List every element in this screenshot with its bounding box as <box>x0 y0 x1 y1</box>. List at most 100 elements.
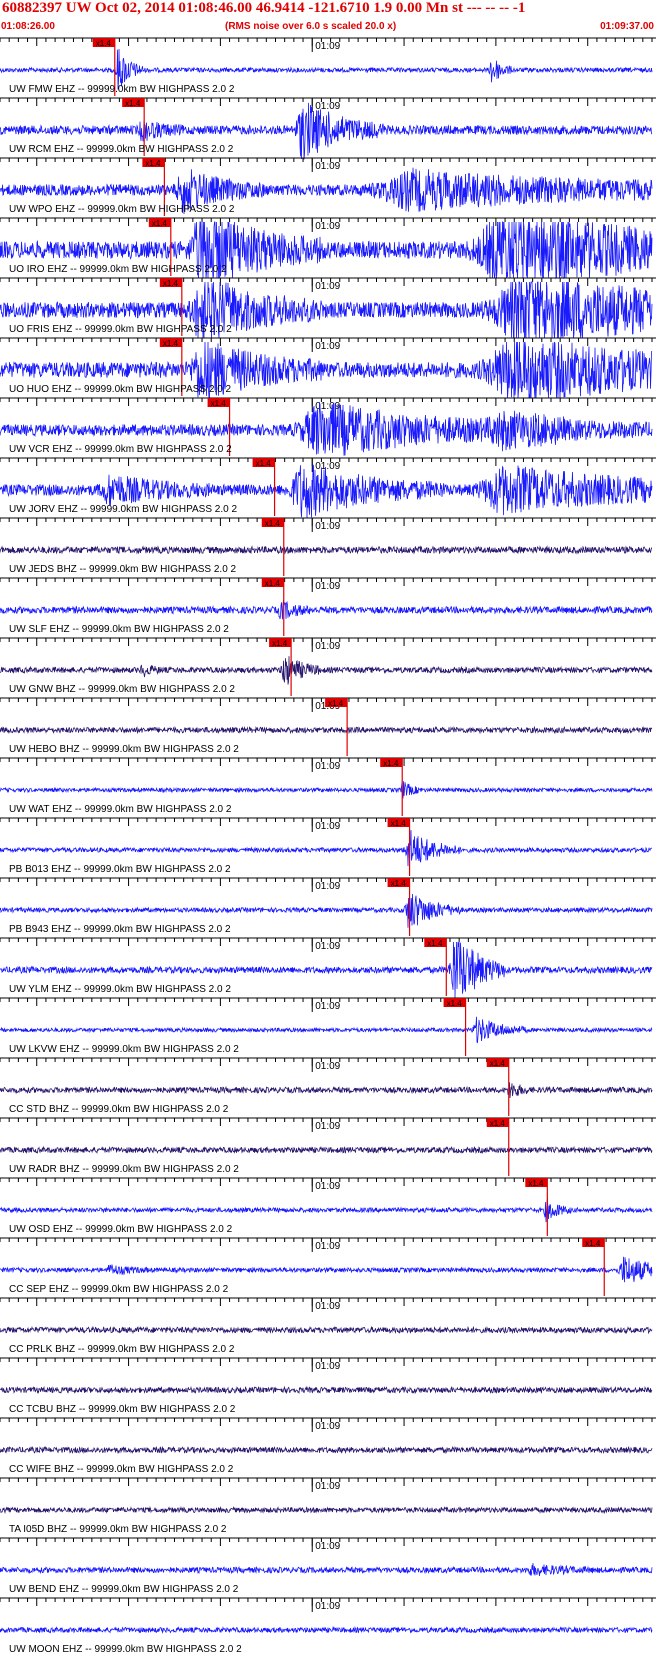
station-label: UW FMW EHZ -- 99999.0km BW HIGHPASS 2.0 … <box>9 84 235 95</box>
pick-flag <box>486 1118 509 1127</box>
station-label: PB B013 EHZ -- 99999.0km BW HIGHPASS 2.0… <box>9 864 231 875</box>
station-label: UO IRO EHZ -- 99999.0km BW HIGHPASS 2.0 … <box>9 264 227 275</box>
pick-flag <box>207 398 230 407</box>
pick-flag-label: x1.4 <box>528 1179 544 1188</box>
minute-tick-label: 01:09 <box>315 401 340 412</box>
pick-flag-label: x1.4 <box>96 39 112 48</box>
pick-flag <box>387 878 410 887</box>
station-label: UW RADR BHZ -- 99999.0km BW HIGHPASS 2.0… <box>9 1164 239 1175</box>
pick-flag <box>148 218 171 227</box>
waveform-trace <box>0 463 653 519</box>
pick-flag-label: x1.4 <box>265 579 281 588</box>
station-label: UW VCR EHZ -- 99999.0km BW HIGHPASS 2.0 … <box>9 444 232 455</box>
pick-flag <box>525 1178 548 1187</box>
minute-tick-label: 01:09 <box>315 1421 340 1432</box>
plot-title: 60882397 UW Oct 02, 2014 01:08:46.00 46.… <box>2 0 526 16</box>
trace-panel: 01:09 x1.4 UW OSD EHZ -- 99999.0km BW HIGH… <box>0 1177 656 1236</box>
waveform-trace <box>0 1445 653 1455</box>
pick-flag-label: x1.4 <box>585 1239 601 1248</box>
trace-panel: 01:09 x1.4 PB B943 EHZ -- 99999.0km BW HIG… <box>0 877 656 936</box>
trace-panel: 01:09 x1.4 UO IRO EHZ -- 99999.0km BW HIGH… <box>0 217 656 280</box>
trace-panel: 01:09 CC WIFE BHZ -- 99999.0km BW HIGHPAS… <box>0 1417 656 1475</box>
trace-panel: 01:09 x1.4 CC SEP EHZ -- 99999.0km BW HIGH… <box>0 1237 656 1296</box>
waveform-trace <box>0 102 653 160</box>
trace-panel: 01:09 x1.4 UW LKVW EHZ -- 99999.0km BW HIG… <box>0 997 656 1056</box>
station-label: TA I05D BHZ -- 99999.0km BW HIGHPASS 2.0… <box>9 1524 227 1535</box>
waveform-trace <box>0 1197 653 1223</box>
minute-tick-label: 01:09 <box>315 521 340 532</box>
scaling-note: (RMS noise over 6.0 s scaled 20.0 x) <box>225 21 397 32</box>
waveform-trace <box>0 830 653 867</box>
waveform-trace <box>0 656 653 685</box>
waveform-trace <box>0 1563 653 1576</box>
station-label: UW WAT EHZ -- 99999.0km BW HIGHPASS 2.0 … <box>9 804 232 815</box>
pick-flag <box>443 998 466 1007</box>
minute-tick-label: 01:09 <box>315 1481 340 1492</box>
trace-panel: 01:09 x1.4 UW VCR EHZ -- 99999.0km BW HIGH… <box>0 397 656 456</box>
minute-tick-label: 01:09 <box>315 761 340 772</box>
pick-flag-label: x1.4 <box>163 279 179 288</box>
trace-panel: 01:09 x1.4 UW RADR BHZ -- 99999.0km BW HIG… <box>0 1117 656 1176</box>
pick-flag <box>325 698 348 707</box>
pick-flag-label: x1.4 <box>256 459 272 468</box>
pick-flag <box>159 338 182 347</box>
station-label: UW HEBO BHZ -- 99999.0km BW HIGHPASS 2.0… <box>9 744 239 755</box>
pick-flag-label: x1.4 <box>490 1119 506 1128</box>
station-label: UW WPO EHZ -- 99999.0km BW HIGHPASS 2.0 … <box>9 204 235 215</box>
station-label: UW RCM EHZ -- 99999.0km BW HIGHPASS 2.0 … <box>9 144 234 155</box>
waveform-trace <box>0 281 653 339</box>
waveform-trace <box>0 781 653 800</box>
minute-tick-label: 01:09 <box>315 341 340 352</box>
trace-panel: 01:09 x1.4 UW JEDS BHZ -- 99999.0km BW HIG… <box>0 517 656 576</box>
minute-tick-label: 01:09 <box>315 101 340 112</box>
minute-tick-label: 01:09 <box>315 161 340 172</box>
waveform-trace <box>0 1505 653 1515</box>
minute-tick-label: 01:09 <box>315 1061 340 1072</box>
minute-tick-label: 01:09 <box>315 941 340 952</box>
minute-tick-label: 01:09 <box>315 461 340 472</box>
trace-panel: 01:09 x1.4 UW JORV EHZ -- 99999.0km BW HIG… <box>0 457 656 519</box>
station-label: CC WIFE BHZ -- 99999.0km BW HIGHPASS 2.0… <box>9 1464 234 1475</box>
station-label: UO FRIS EHZ -- 99999.0km BW HIGHPASS 2.0… <box>9 324 232 335</box>
pick-flag-label: x1.4 <box>328 699 344 708</box>
pick-flag-label: x1.4 <box>125 99 141 108</box>
pick-flag-label: x1.4 <box>490 1059 506 1068</box>
station-label: UW SLF EHZ -- 99999.0km BW HIGHPASS 2.0 … <box>9 624 229 635</box>
minute-tick-label: 01:09 <box>315 1361 340 1372</box>
minute-tick-label: 01:09 <box>315 881 340 892</box>
pick-flag-label: x1.4 <box>163 339 179 348</box>
minute-tick-label: 01:09 <box>315 1241 340 1252</box>
station-label: UW YLM EHZ -- 99999.0km BW HIGHPASS 2.0 … <box>9 984 231 995</box>
waveform-trace <box>0 545 653 555</box>
waveform-trace <box>0 893 653 928</box>
minute-tick-label: 01:09 <box>315 41 340 52</box>
pick-flag-label: x1.4 <box>145 159 161 168</box>
waveform-trace <box>0 1145 653 1155</box>
pick-flag-label: x1.4 <box>427 939 443 948</box>
station-label: UW GNW BHZ -- 99999.0km BW HIGHPASS 2.0 … <box>9 684 235 695</box>
pick-flag <box>142 158 165 167</box>
pick-flag <box>424 938 447 947</box>
station-label: CC SEP EHZ -- 99999.0km BW HIGHPASS 2.0 … <box>9 1284 229 1295</box>
minute-tick-label: 01:09 <box>315 1001 340 1012</box>
pick-flag-label: x1.4 <box>211 399 227 408</box>
pick-flag <box>387 818 410 827</box>
trace-panel: 01:09 CC PRLK BHZ -- 99999.0km BW HIGHPAS… <box>0 1297 656 1355</box>
trace-panel: 01:09 x1.4 UW SLF EHZ -- 99999.0km BW HIGH… <box>0 577 656 636</box>
minute-tick-label: 01:09 <box>315 1121 340 1132</box>
minute-tick-label: 01:09 <box>315 221 340 232</box>
waveform-trace <box>0 599 653 620</box>
waveform-trace <box>0 1325 653 1335</box>
minute-tick-label: 01:09 <box>315 281 340 292</box>
minute-tick-label: 01:09 <box>315 1181 340 1192</box>
waveform-trace <box>0 725 653 735</box>
station-label: CC PRLK BHZ -- 99999.0km BW HIGHPASS 2.0… <box>9 1344 235 1355</box>
start-time-label: 01:08:26.00 <box>1 21 55 32</box>
pick-flag <box>122 98 145 107</box>
station-label: PB B943 EHZ -- 99999.0km BW HIGHPASS 2.0… <box>9 924 231 935</box>
station-label: UW MOON EHZ -- 99999.0km BW HIGHPASS 2.0… <box>9 1644 242 1655</box>
waveform-trace <box>0 1626 653 1634</box>
pick-flag <box>92 38 115 47</box>
pick-flag-label: x1.4 <box>391 879 407 888</box>
